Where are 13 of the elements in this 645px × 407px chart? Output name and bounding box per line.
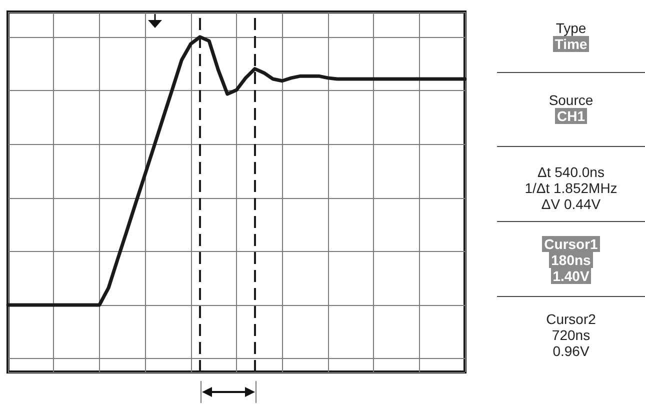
text: Source [548,92,594,108]
text: 1.40V [550,268,592,284]
text: 1/Δt 1.852MHz [524,180,618,196]
text: 720ns [552,327,590,343]
text: Time [552,36,590,52]
text: Δt 540.0ns [538,164,604,180]
text: ΔV 0.44V [541,196,601,212]
text: Cursor1 [542,236,600,252]
text: CH1 [554,108,587,124]
text: Type [556,20,586,36]
text: Cursor2 [546,311,596,327]
text: 0.96V [552,343,590,359]
text: 180ns [549,252,593,268]
